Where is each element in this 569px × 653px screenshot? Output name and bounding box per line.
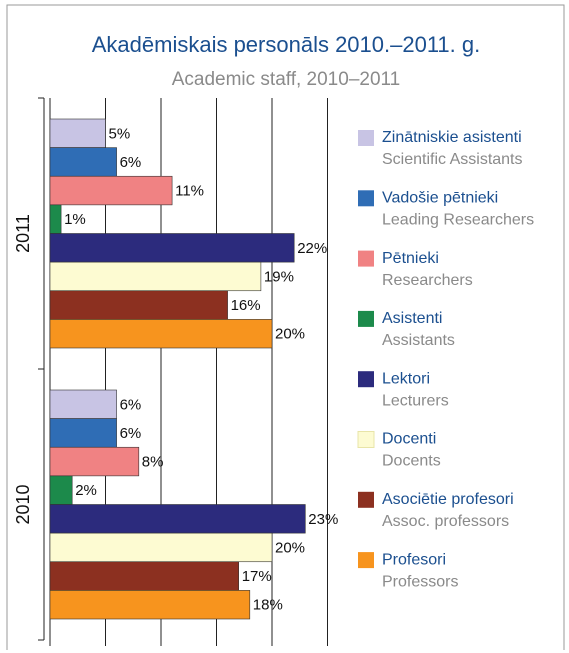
value-label: 11% (175, 183, 204, 200)
legend-label: Profesori (382, 551, 446, 568)
bar (49, 561, 239, 591)
category-label: 2011 (13, 214, 33, 253)
bar (49, 389, 117, 419)
bar (49, 290, 228, 320)
legend-label: Lektori (382, 370, 430, 387)
value-label: 20% (275, 539, 305, 556)
bar (49, 590, 251, 620)
legend-swatch (358, 250, 374, 267)
bar (49, 418, 117, 448)
legend-swatch (357, 431, 375, 448)
legend-swatch (358, 190, 374, 207)
bar (49, 261, 262, 292)
value-label: 18% (253, 597, 283, 614)
value-label: 23% (308, 511, 338, 528)
value-label: 6% (120, 425, 142, 442)
legend-label: Pētnieki (382, 250, 439, 267)
value-label: 22% (297, 240, 327, 257)
legend-swatch (358, 371, 374, 388)
bar (49, 504, 306, 534)
chart-subtitle: Academic staff, 2010–2011 (172, 69, 401, 90)
bar (49, 175, 173, 206)
value-label: 5% (109, 125, 131, 142)
legend-sublabel: Scientific Assistants (382, 151, 523, 168)
legend-sublabel: Docents (382, 453, 441, 470)
value-label: 17% (242, 568, 272, 585)
legend-label: Vadošie pētnieki (382, 190, 498, 207)
legend-sublabel: Lecturers (382, 392, 449, 409)
value-label: 19% (264, 268, 294, 285)
value-label: 2% (75, 482, 97, 499)
bar (49, 118, 106, 148)
legend-swatch (358, 310, 374, 327)
legend-swatch (358, 491, 374, 508)
legend-label: Asociētie profesori (382, 491, 514, 508)
legend-label: Asistenti (382, 310, 442, 327)
bar (49, 147, 117, 177)
legend-sublabel: Leading Researchers (382, 212, 534, 229)
frame (6, 4, 565, 650)
legend-swatch (358, 130, 374, 146)
value-label: 1% (64, 211, 86, 228)
value-label: 8% (142, 454, 164, 471)
legend-sublabel: Assistants (382, 332, 455, 349)
category-label: 2010 (13, 484, 33, 524)
value-label: 6% (120, 396, 142, 413)
bar (49, 204, 62, 234)
legend-sublabel: Assoc. professors (382, 513, 509, 530)
bar (49, 446, 140, 477)
legend-swatch (358, 552, 374, 569)
legend-sublabel: Professors (382, 573, 458, 590)
legend-sublabel: Researchers (382, 272, 473, 289)
value-label: 20% (275, 326, 305, 343)
value-label: 6% (120, 154, 142, 171)
bar (49, 532, 273, 563)
bar (49, 475, 73, 505)
legend-label: Docenti (382, 431, 436, 448)
bar (49, 319, 273, 349)
value-label: 16% (231, 297, 261, 314)
bar (49, 233, 295, 263)
legend-label: Zinātniskie asistenti (382, 129, 522, 146)
chart-title: Akadēmiskais personāls 2010.–2011. g. (92, 32, 481, 57)
